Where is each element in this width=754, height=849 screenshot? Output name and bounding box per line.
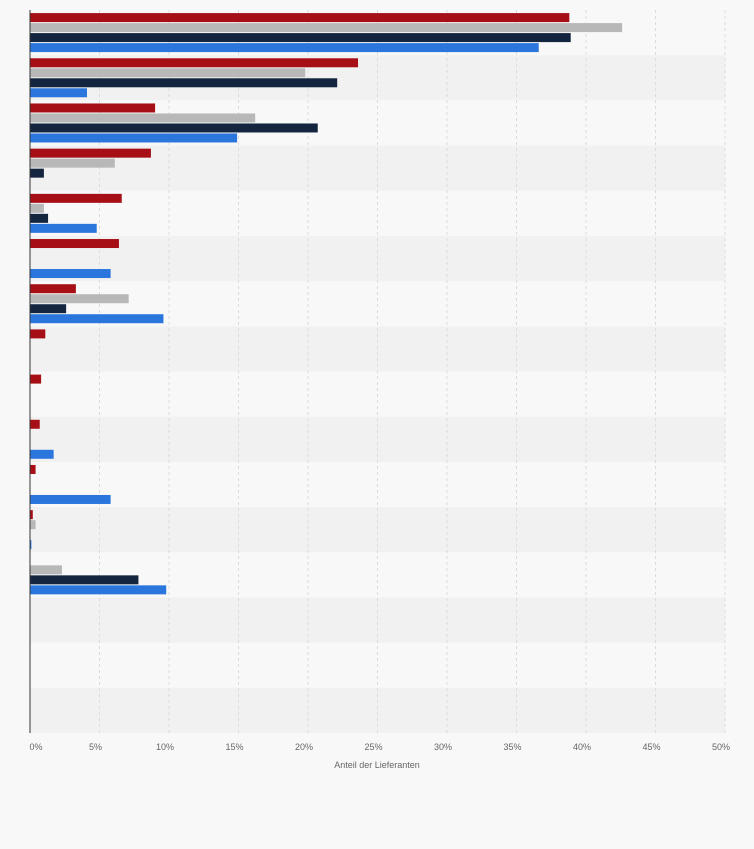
x-tick-label: 15% (225, 742, 243, 752)
x-tick-label: 10% (156, 742, 174, 752)
x-axis-title: Anteil der Lieferanten (334, 760, 420, 770)
bar (30, 540, 32, 550)
bar (30, 510, 33, 520)
bar (30, 193, 122, 203)
bar (30, 23, 623, 33)
x-tick-label: 0% (29, 742, 42, 752)
bar (30, 123, 318, 133)
x-tick-label: 40% (573, 742, 591, 752)
bar (30, 113, 256, 123)
bars (30, 13, 623, 595)
bar (30, 565, 62, 575)
bar (30, 88, 87, 98)
bar (30, 314, 164, 324)
bar (30, 329, 46, 339)
bar (30, 419, 40, 429)
bar (30, 284, 76, 294)
bar (30, 223, 97, 233)
bar (30, 78, 338, 88)
bar (30, 269, 111, 279)
bar (30, 13, 570, 23)
bar (30, 168, 44, 178)
bar (30, 158, 115, 168)
bar (30, 374, 42, 384)
x-tick-label: 5% (89, 742, 102, 752)
bar (30, 575, 139, 585)
x-tick-labels: 0% 5% 10% 15% 20% 25% 30% 35% 40% 45% 50% (29, 742, 730, 752)
bar (30, 203, 44, 213)
x-tick-label: 35% (503, 742, 521, 752)
bar (30, 494, 111, 504)
x-tick-label: 20% (295, 742, 313, 752)
x-tick-label: 50% (712, 742, 730, 752)
bar (30, 33, 571, 43)
x-tick-label: 25% (364, 742, 382, 752)
bar (30, 294, 129, 304)
bar (30, 213, 49, 223)
bar (30, 464, 36, 474)
bar (30, 68, 306, 78)
bar (30, 239, 119, 249)
x-tick-label: 30% (434, 742, 452, 752)
bar (30, 304, 67, 314)
bar (30, 585, 167, 595)
x-tick-label: 45% (642, 742, 660, 752)
bar (30, 58, 359, 68)
bar (30, 103, 156, 113)
bar (30, 449, 54, 459)
bar (30, 43, 539, 53)
bar (30, 520, 36, 530)
bar (30, 133, 238, 143)
bar (30, 148, 151, 158)
